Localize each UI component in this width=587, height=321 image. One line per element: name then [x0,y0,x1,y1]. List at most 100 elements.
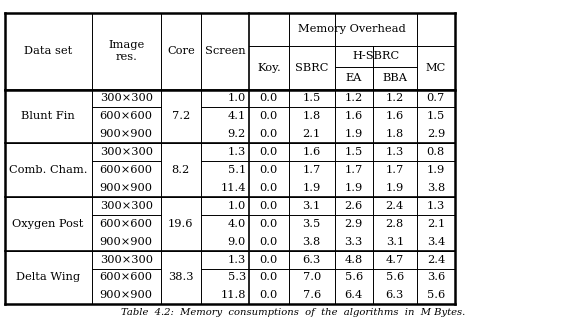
Text: 3.4: 3.4 [427,237,445,247]
Text: Data set: Data set [24,46,72,56]
Text: 3.8: 3.8 [427,183,445,193]
Text: 6.3: 6.3 [302,255,321,265]
Text: 1.9: 1.9 [302,183,321,193]
Text: 2.8: 2.8 [386,219,404,229]
Text: 3.3: 3.3 [345,237,363,247]
Text: 0.0: 0.0 [259,111,278,121]
Text: 1.2: 1.2 [386,93,404,103]
Text: 0.0: 0.0 [259,291,278,300]
Text: 0.0: 0.0 [259,147,278,157]
Text: 0.0: 0.0 [259,237,278,247]
Text: 5.6: 5.6 [386,273,404,282]
Text: 2.9: 2.9 [345,219,363,229]
Text: Comb. Cham.: Comb. Cham. [9,165,87,175]
Text: 1.5: 1.5 [427,111,445,121]
Text: Core: Core [167,46,195,56]
Text: 3.5: 3.5 [302,219,321,229]
Text: 1.6: 1.6 [386,111,404,121]
Text: 900×900: 900×900 [100,237,153,247]
Text: 1.0: 1.0 [228,201,246,211]
Text: 1.3: 1.3 [228,255,246,265]
Text: 1.6: 1.6 [345,111,363,121]
Text: 2.9: 2.9 [427,129,445,139]
Text: 900×900: 900×900 [100,183,153,193]
Text: 3.8: 3.8 [302,237,321,247]
Text: 3.1: 3.1 [302,201,321,211]
Text: 1.2: 1.2 [345,93,363,103]
Text: 1.8: 1.8 [302,111,321,121]
Text: 0.0: 0.0 [259,165,278,175]
Text: 8.2: 8.2 [171,165,190,175]
Text: 7.2: 7.2 [171,111,190,121]
Text: 5.1: 5.1 [228,165,246,175]
Text: 0.0: 0.0 [259,129,278,139]
Text: 3.6: 3.6 [427,273,445,282]
Text: 1.9: 1.9 [386,183,404,193]
Text: 300×300: 300×300 [100,201,153,211]
Text: 0.0: 0.0 [259,219,278,229]
Text: BBA: BBA [382,73,407,83]
Text: Blunt Fin: Blunt Fin [21,111,75,121]
Text: SBRC: SBRC [295,63,328,73]
Text: 5.3: 5.3 [228,273,246,282]
Text: 0.0: 0.0 [259,93,278,103]
Text: 11.4: 11.4 [221,183,246,193]
Text: 38.3: 38.3 [168,273,194,282]
Text: 4.7: 4.7 [386,255,404,265]
Text: 0.0: 0.0 [259,183,278,193]
Text: 6.4: 6.4 [345,291,363,300]
Text: 0.0: 0.0 [259,273,278,282]
Text: 1.3: 1.3 [228,147,246,157]
Text: Koy.: Koy. [257,63,281,73]
Text: 4.1: 4.1 [228,111,246,121]
Text: 1.5: 1.5 [302,93,321,103]
Text: 4.0: 4.0 [228,219,246,229]
Text: 2.4: 2.4 [386,201,404,211]
Text: 0.0: 0.0 [259,201,278,211]
Text: 600×600: 600×600 [100,165,153,175]
Text: Image
res.: Image res. [108,40,144,62]
Text: 3.1: 3.1 [386,237,404,247]
Text: H-SBRC: H-SBRC [352,51,399,61]
Text: Screen: Screen [204,46,245,56]
Text: 600×600: 600×600 [100,111,153,121]
Text: 6.3: 6.3 [386,291,404,300]
Text: 2.1: 2.1 [302,129,321,139]
Text: 900×900: 900×900 [100,291,153,300]
Text: 1.5: 1.5 [345,147,363,157]
Text: 1.8: 1.8 [386,129,404,139]
Text: 2.6: 2.6 [345,201,363,211]
Text: 1.3: 1.3 [427,201,445,211]
Text: 2.4: 2.4 [427,255,445,265]
Text: 0.0: 0.0 [259,255,278,265]
Text: 2.1: 2.1 [427,219,445,229]
Text: 5.6: 5.6 [427,291,445,300]
Text: 900×900: 900×900 [100,129,153,139]
Text: Table  4.2:  Memory  consumptions  of  the  algorithms  in  M Bytes.: Table 4.2: Memory consumptions of the al… [122,308,465,317]
Text: 1.7: 1.7 [302,165,321,175]
Text: 300×300: 300×300 [100,147,153,157]
Text: 600×600: 600×600 [100,273,153,282]
Text: 7.6: 7.6 [302,291,321,300]
Text: 1.9: 1.9 [345,129,363,139]
Text: 1.3: 1.3 [386,147,404,157]
Text: 4.8: 4.8 [345,255,363,265]
Text: 1.7: 1.7 [345,165,363,175]
Text: 9.0: 9.0 [228,237,246,247]
Text: Oxygen Post: Oxygen Post [12,219,84,229]
Text: 600×600: 600×600 [100,219,153,229]
Text: Delta Wing: Delta Wing [16,273,80,282]
Text: 1.6: 1.6 [302,147,321,157]
Text: 1.7: 1.7 [386,165,404,175]
Text: 0.8: 0.8 [427,147,445,157]
Text: 300×300: 300×300 [100,255,153,265]
Text: 0.7: 0.7 [427,93,445,103]
Text: 11.8: 11.8 [221,291,246,300]
Text: EA: EA [346,73,362,83]
Text: 1.9: 1.9 [427,165,445,175]
Text: MC: MC [426,63,446,73]
Text: 300×300: 300×300 [100,93,153,103]
Text: 1.0: 1.0 [228,93,246,103]
Text: 7.0: 7.0 [302,273,321,282]
Text: 9.2: 9.2 [228,129,246,139]
